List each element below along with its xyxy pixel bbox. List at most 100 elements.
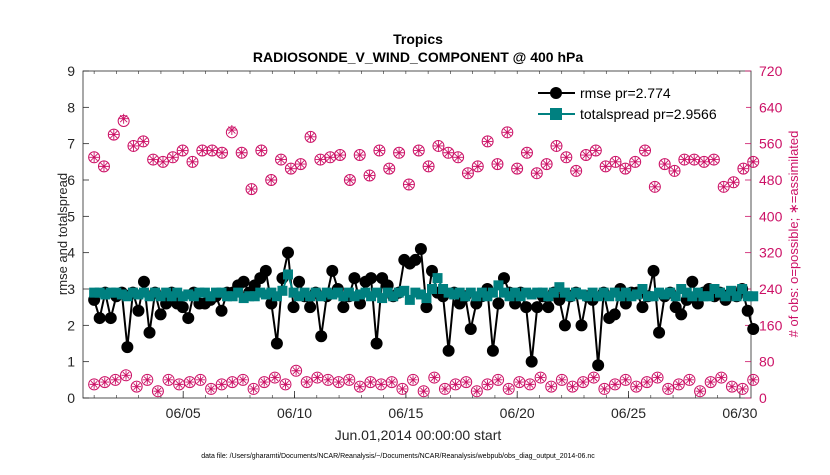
obs-assimilated-point xyxy=(571,165,582,176)
rmse-point xyxy=(176,301,189,314)
obs-possible-point xyxy=(383,162,396,175)
totalspread-point xyxy=(432,273,443,284)
obs-possible-point xyxy=(245,183,258,196)
obs-possible-point xyxy=(393,146,406,159)
totalspread-point xyxy=(465,287,476,298)
obs-low-point xyxy=(407,373,420,386)
obs-low-point xyxy=(109,373,122,386)
totalspread-point xyxy=(177,291,188,302)
totalspread-point xyxy=(210,287,221,298)
obs-low-assimilated-point xyxy=(631,382,641,392)
obs-possible-point xyxy=(461,167,474,180)
obs-assimilated-point xyxy=(718,181,729,192)
totalspread-point xyxy=(631,289,642,300)
obs-possible-point xyxy=(166,151,179,164)
rmse-point xyxy=(121,341,134,354)
rmse-point xyxy=(287,301,300,314)
totalspread-point xyxy=(598,287,609,298)
totalspread-point xyxy=(582,291,593,302)
rmse-point xyxy=(442,344,455,357)
obs-low-point xyxy=(258,376,271,389)
obs-low-assimilated-point xyxy=(132,382,142,392)
x-tick-label: 06/05 xyxy=(166,405,201,421)
rmse-point xyxy=(215,304,228,317)
totalspread-point xyxy=(227,291,238,302)
chart-title: Tropics xyxy=(393,31,443,47)
obs-low-assimilated-point xyxy=(546,382,556,392)
obs-assimilated-point xyxy=(217,147,228,158)
obs-possible-point xyxy=(550,139,563,152)
totalspread-point xyxy=(393,287,404,298)
obs-low-assimilated-point xyxy=(482,379,492,389)
obs-assimilated-point xyxy=(89,152,100,163)
obs-low-assimilated-point xyxy=(493,375,503,385)
obs-low-assimilated-point xyxy=(238,375,248,385)
totalspread-point xyxy=(471,291,482,302)
obs-low-assimilated-point xyxy=(185,377,195,387)
obs-possible-point xyxy=(186,155,199,168)
obs-low-assimilated-point xyxy=(557,375,567,385)
y-left-tick-label: 9 xyxy=(67,63,75,79)
obs-low-assimilated-point xyxy=(387,377,397,387)
obs-low-point xyxy=(715,371,728,384)
obs-low-assimilated-point xyxy=(419,386,429,396)
obs-possible-point xyxy=(235,146,248,159)
obs-assimilated-point xyxy=(128,140,139,151)
rmse-point xyxy=(337,301,350,314)
obs-assimilated-point xyxy=(699,156,710,167)
totalspread-point xyxy=(327,289,338,300)
obs-assimilated-point xyxy=(620,163,631,174)
obs-low-point xyxy=(385,376,398,389)
obs-low-assimilated-point xyxy=(451,379,461,389)
legend-box xyxy=(534,79,746,127)
y-left-tick-label: 5 xyxy=(67,208,75,224)
x-tick-label: 06/30 xyxy=(722,405,757,421)
obs-assimilated-point xyxy=(492,159,503,170)
obs-possible-point xyxy=(412,144,425,157)
obs-low-assimilated-point xyxy=(334,377,344,387)
totalspread-point xyxy=(543,291,554,302)
x-axis-label: Jun.01,2014 00:00:00 start xyxy=(335,427,502,443)
totalspread-point xyxy=(731,291,742,302)
obs-assimilated-point xyxy=(236,147,247,158)
obs-possible-point xyxy=(520,146,533,159)
rmse-point xyxy=(520,301,533,314)
obs-low-point xyxy=(417,385,430,398)
obs-possible-point xyxy=(530,167,543,180)
obs-assimilated-point xyxy=(197,145,208,156)
obs-low-point xyxy=(587,371,600,384)
y-right-tick-label: 320 xyxy=(759,245,783,261)
obs-assimilated-point xyxy=(738,163,749,174)
totalspread-point xyxy=(305,291,316,302)
y-left-tick-label: 3 xyxy=(67,281,75,297)
obs-possible-point xyxy=(648,180,661,193)
rmse-point xyxy=(492,297,505,310)
obs-low-point xyxy=(545,380,558,393)
obs-assimilated-point xyxy=(148,154,159,165)
obs-assimilated-point xyxy=(266,175,277,185)
footnote: data file: /Users/gharamti/Documents/NCA… xyxy=(201,453,595,460)
rmse-point xyxy=(675,308,688,321)
totalspread-point xyxy=(482,291,493,302)
obs-possible-point xyxy=(668,164,681,177)
obs-assimilated-point xyxy=(482,136,493,147)
obs-assimilated-point xyxy=(118,113,129,124)
obs-possible-point xyxy=(343,174,356,186)
rmse-point xyxy=(104,312,117,325)
totalspread-point xyxy=(349,291,360,302)
rmse-point xyxy=(182,312,195,325)
obs-low-assimilated-point xyxy=(642,377,652,387)
obs-low-point xyxy=(247,382,260,395)
y-axis-right-label: # of obs: o=possible; ∗=assimilated xyxy=(786,131,801,338)
y-right-tick-label: 240 xyxy=(759,281,783,297)
obs-low-assimilated-point xyxy=(653,373,663,383)
totalspread-point xyxy=(288,287,299,298)
obs-low-assimilated-point xyxy=(217,379,227,389)
obs-low-point xyxy=(577,376,590,389)
obs-assimilated-point xyxy=(640,145,651,156)
rmse-point xyxy=(653,326,666,339)
totalspread-point xyxy=(698,291,709,302)
obs-low-assimilated-point xyxy=(312,373,322,383)
obs-possible-point xyxy=(97,160,110,173)
